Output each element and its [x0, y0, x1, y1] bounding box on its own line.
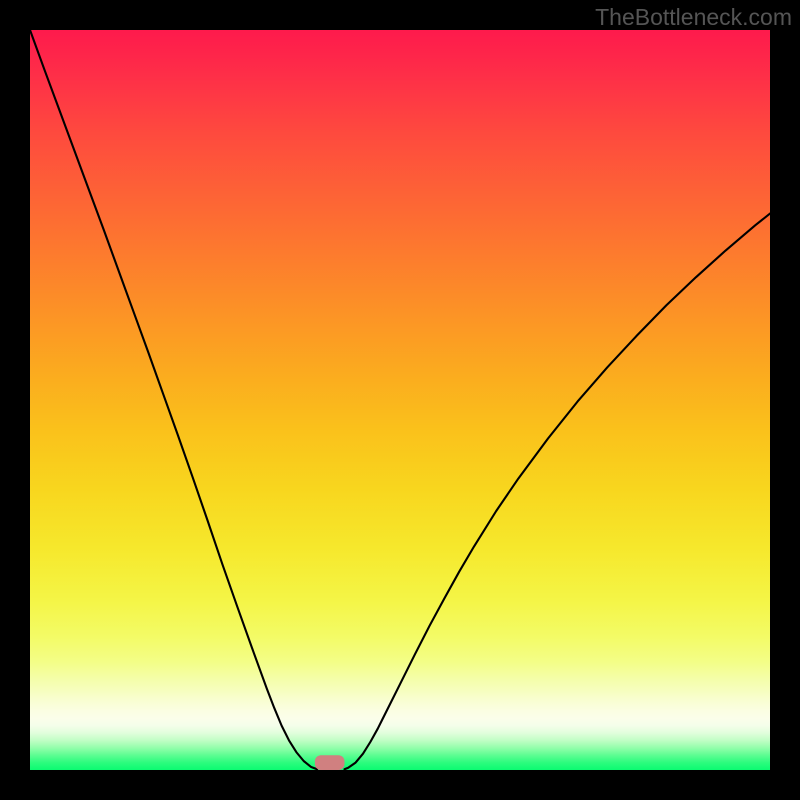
plot-background: [30, 30, 770, 770]
chart-container: TheBottleneck.com: [0, 0, 800, 800]
optimal-marker: [315, 755, 345, 770]
watermark-text: TheBottleneck.com: [595, 4, 792, 31]
bottleneck-chart: [0, 0, 800, 800]
